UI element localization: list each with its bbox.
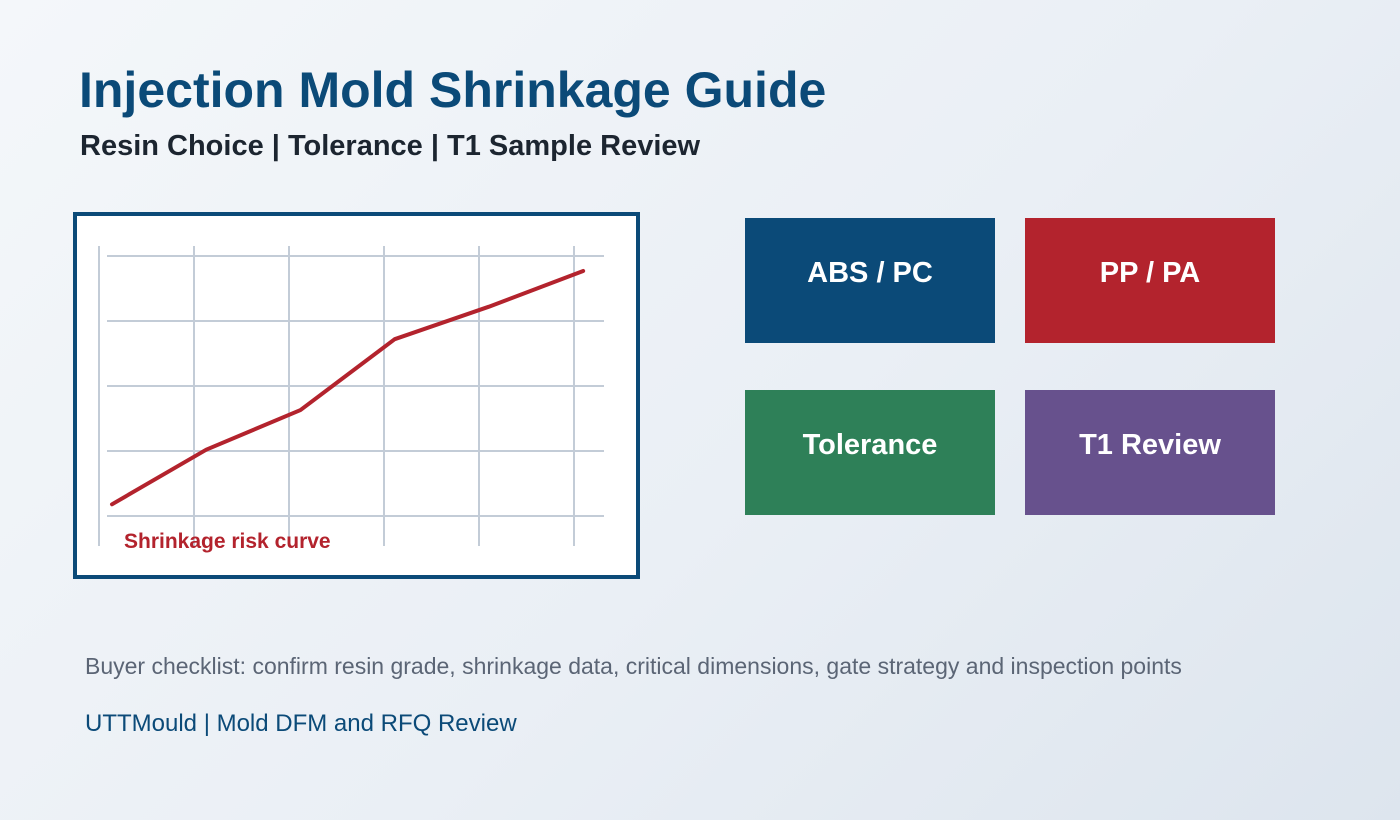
tolerance-tile[interactable]: Tolerance [745,390,995,515]
page-title: Injection Mold Shrinkage Guide [79,62,827,118]
resin-tile-pp-pa[interactable]: PP / PA [1025,218,1275,343]
shrinkage-risk-line [110,268,586,507]
resin-tile-abs-pc[interactable]: ABS / PC [745,218,995,343]
footer-brand-text: UTTMould | Mold DFM and RFQ Review [85,710,517,737]
chart-annotation-label: Shrinkage risk curve [124,530,331,553]
page-subtitle: Resin Choice | Tolerance | T1 Sample Rev… [80,130,701,162]
shrinkage-chart: Shrinkage risk curve [98,246,604,553]
chart-grid [98,246,604,546]
buyer-checklist-text: Buyer checklist: confirm resin grade, sh… [85,653,1182,679]
t1-review-tile[interactable]: T1 Review [1025,390,1275,515]
shrinkage-chart-panel: Shrinkage risk curve [73,212,640,579]
chart-series [110,268,586,507]
